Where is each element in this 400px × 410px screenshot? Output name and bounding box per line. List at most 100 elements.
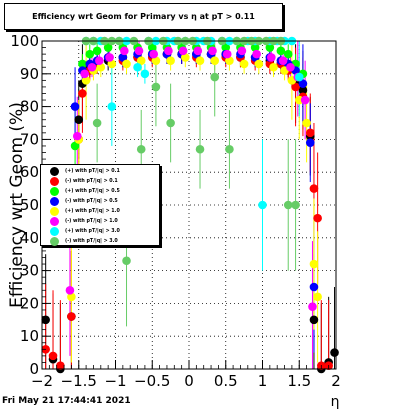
data-point [309, 315, 319, 325]
legend-marker [50, 236, 59, 246]
data-point [291, 200, 300, 210]
data-point [222, 49, 232, 59]
data-point [267, 53, 276, 62]
chart-title: Efficiency wrt Geom for Primary vs η at … [32, 12, 255, 21]
data-point [305, 128, 315, 138]
data-point [81, 76, 91, 85]
data-point [67, 312, 76, 321]
legend-marker [50, 176, 59, 186]
data-point [300, 95, 310, 105]
data-point [221, 43, 231, 52]
data-point [80, 69, 89, 79]
data-point [283, 200, 293, 210]
data-point [78, 89, 87, 98]
data-point [136, 144, 146, 154]
data-point [103, 43, 113, 52]
y-tick-label: 20 [20, 294, 39, 312]
data-point [41, 315, 50, 325]
x-tick-label: −0.5 [134, 372, 170, 390]
data-point [96, 62, 106, 72]
data-point [149, 49, 159, 59]
data-point [195, 56, 205, 65]
legend-entry: (+) with pT/|q| > 0.5 [41, 186, 159, 196]
data-point [56, 361, 65, 371]
timestamp: Fri May 21 17:44:41 2021 [2, 396, 131, 406]
data-point [181, 53, 190, 62]
data-point [65, 285, 75, 295]
legend-marker [50, 206, 59, 216]
legend-marker [50, 226, 59, 236]
data-point [120, 46, 129, 56]
legend-label: (-) with pT/|q| > 0.5 [65, 198, 118, 204]
data-point [85, 49, 95, 59]
data-point [313, 292, 322, 302]
data-point [140, 69, 150, 79]
legend-entry: (+) with pT/|q| > 1.0 [41, 206, 159, 216]
data-point [252, 49, 261, 59]
legend-marker [50, 166, 59, 176]
data-point [178, 46, 188, 56]
data-point [313, 213, 322, 223]
x-tick-label: 1.5 [287, 372, 311, 390]
legend-label: (+) with pT/|q| > 0.1 [65, 168, 120, 174]
x-tick-label: 2 [331, 372, 341, 390]
data-point [302, 118, 311, 128]
data-point [210, 72, 220, 82]
x-tick-label: 0.5 [214, 372, 238, 390]
legend-entry: (-) with pT/|q| > 0.5 [41, 196, 159, 206]
x-axis-label: η [331, 394, 340, 410]
data-point [95, 56, 104, 65]
legend-entry: (+) with pT/|q| > 0.1 [41, 166, 159, 176]
data-points [41, 36, 339, 374]
data-point [78, 59, 87, 69]
data-point [164, 46, 173, 56]
data-point [72, 131, 82, 141]
data-point [278, 56, 288, 65]
data-point [298, 79, 308, 88]
legend-label: (+) with pT/|q| > 0.5 [65, 188, 120, 194]
x-tick-label: −2 [31, 372, 53, 390]
data-point [107, 59, 117, 69]
data-point [122, 59, 131, 69]
data-point [309, 282, 319, 292]
data-point [276, 46, 286, 56]
data-point [87, 62, 97, 72]
data-point [269, 62, 278, 72]
data-point [193, 46, 203, 56]
x-tick-label: −1.5 [61, 372, 97, 390]
data-point [133, 62, 142, 72]
y-tick-label: 30 [20, 262, 39, 280]
data-point [122, 256, 131, 266]
y-tick-label: 40 [20, 229, 39, 247]
data-point [70, 141, 80, 151]
legend-entry: (-) with pT/|q| > 0.1 [41, 176, 159, 186]
data-point [250, 43, 260, 52]
data-point [67, 292, 76, 302]
data-point [70, 102, 80, 111]
data-point [105, 53, 114, 62]
data-point [136, 56, 146, 65]
data-point [237, 46, 247, 56]
data-point [92, 46, 102, 56]
data-point [48, 351, 58, 361]
chart-title-box: Efficiency wrt Geom for Primary vs η at … [4, 3, 283, 30]
x-tick-label: 1 [258, 372, 268, 390]
data-point [151, 56, 161, 65]
legend-label: (+) with pT/|q| > 1.0 [65, 208, 120, 214]
legend-label: (-) with pT/|q| > 3.0 [65, 238, 118, 244]
data-point [283, 49, 293, 59]
data-point [74, 115, 84, 125]
data-point [305, 138, 315, 147]
legend-entry: (-) with pT/|q| > 1.0 [41, 216, 159, 226]
y-tick-label: 0 [29, 360, 39, 378]
x-tick-label: −1 [104, 372, 126, 390]
data-point [166, 56, 175, 65]
legend-entry: (-) with pT/|q| > 3.0 [41, 236, 159, 246]
data-point [107, 102, 117, 111]
data-point [225, 144, 234, 154]
data-point [92, 118, 102, 128]
y-tick-label: 70 [20, 130, 39, 148]
data-point [291, 82, 300, 92]
data-point [118, 53, 128, 62]
y-tick-label: 100 [10, 32, 39, 50]
